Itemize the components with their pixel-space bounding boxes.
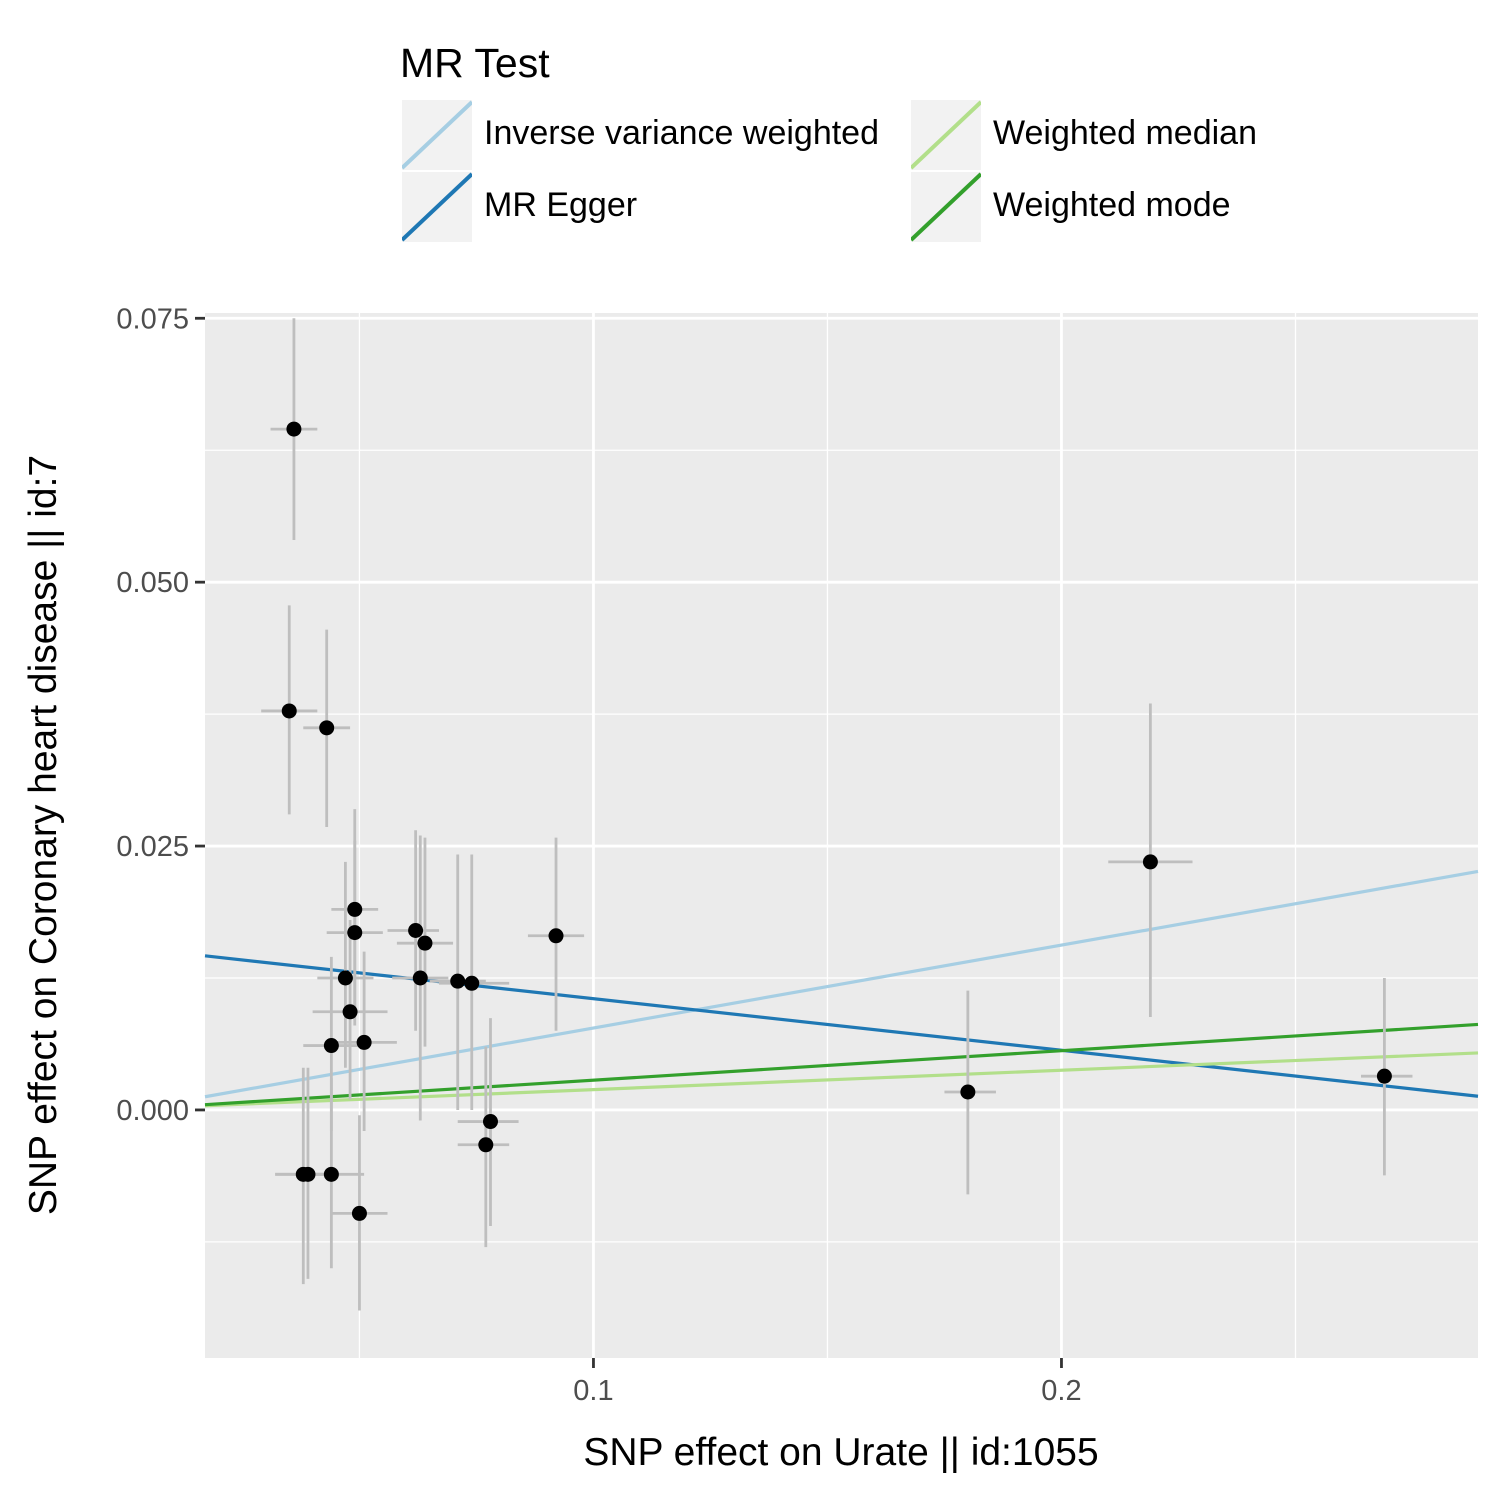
legend-title: MR Test [400,40,550,86]
plot-panel [205,313,1478,1358]
legend-label-weighted-mode: Weighted mode [993,186,1231,224]
data-point-5 [337,970,353,986]
data-points [281,421,1392,1221]
data-point-3 [347,901,363,917]
y-axis-title: SNP effect on Coronary heart disease || … [22,455,65,1215]
data-point-9 [408,923,424,938]
data-point-6 [342,1004,358,1020]
data-point-2 [319,720,335,736]
data-point-22 [1142,854,1158,870]
data-point-7 [323,1038,339,1054]
data-point-11 [412,970,428,986]
regression-line-3 [204,1022,1479,1107]
y-tick-label: 0.075 [116,303,189,335]
grid-major [205,313,1478,1358]
regression-line-0 [204,869,1479,1099]
axes: 0.1 0.2 0.000 0.025 0.050 0.075 [116,303,1081,1407]
data-point-0 [286,421,302,437]
data-point-13 [464,975,480,991]
legend-label-mr-egger: MR Egger [484,186,638,224]
legend-key-mr-egger [400,172,474,242]
y-tick-label: 0.000 [116,1095,189,1127]
data-point-8 [356,1034,372,1050]
data-point-4 [347,925,363,941]
data-point-19 [323,1166,339,1182]
data-point-20 [351,1205,367,1221]
y-tick-label: 0.050 [116,567,189,599]
data-point-16 [478,1137,494,1153]
x-tick-label: 0.1 [573,1375,613,1407]
legend-label-ivw: Inverse variance weighted [484,114,880,152]
data-point-10 [417,935,433,951]
data-point-15 [482,1114,498,1130]
data-point-1 [281,703,297,719]
data-point-21 [960,1084,976,1100]
grid-minor [205,313,1478,1358]
legend-key-weighted-mode [909,172,983,242]
data-point-14 [548,928,564,944]
x-tick-label: 0.2 [1041,1375,1081,1407]
regression-line-2 [204,1051,1479,1108]
legend-key-ivw [400,100,474,170]
y-tick-label: 0.025 [116,831,189,863]
data-point-18 [295,1166,311,1182]
x-axis-title: SNP effect on Urate || id:1055 [583,1431,1098,1474]
legend-label-weighted-median: Weighted median [993,114,1257,152]
legend-key-weighted-median [909,100,983,170]
data-point-12 [450,973,466,989]
data-point-23 [1376,1068,1392,1084]
